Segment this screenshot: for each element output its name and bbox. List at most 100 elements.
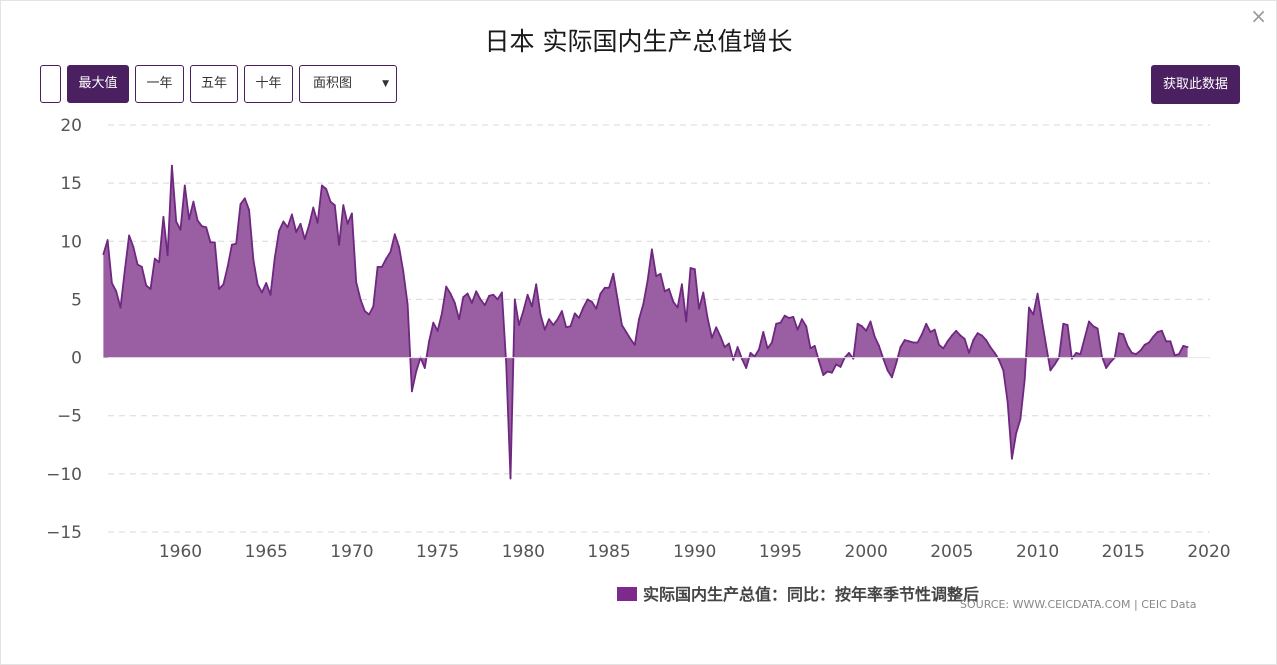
range-button-blank[interactable] (40, 65, 61, 103)
y-tick-label: 5 (71, 290, 82, 310)
series-line-segment (170, 164, 178, 223)
series-line-segment (1169, 340, 1176, 357)
series-line-segment (616, 298, 623, 326)
series-line-segment (179, 184, 186, 231)
x-tick-label: 1965 (245, 542, 288, 562)
series-line-segment (1122, 333, 1129, 347)
series-line-segment (951, 329, 958, 337)
series-line-segment (681, 283, 688, 323)
series-line-segment (111, 282, 118, 293)
series-line-segment (706, 317, 713, 339)
series-line-segment (222, 265, 229, 286)
series-line-segment (741, 357, 748, 369)
series-line-segment (711, 326, 718, 339)
y-axis-ticks: 20 15 10 5 0 −5 −10 −15 (46, 116, 82, 543)
x-tick-label: 1990 (673, 542, 716, 562)
series-line-segment (243, 197, 251, 211)
series-line-segment (106, 239, 113, 285)
series-line-segment (166, 164, 173, 257)
series-line-segment (548, 318, 555, 326)
series-area (103, 165, 1188, 479)
series-line-segment (162, 215, 169, 257)
series-line-segment (685, 267, 692, 323)
series-line-segment (513, 298, 520, 326)
series-line-segment (646, 248, 653, 282)
series-line-segment (792, 315, 799, 331)
series-line-segment (372, 265, 379, 308)
range-button-1y[interactable]: 一年 (135, 65, 184, 103)
series-line-segment (758, 331, 765, 351)
series-line-segment (410, 370, 418, 393)
series-line-segment (158, 215, 165, 264)
series-line-segment (479, 298, 486, 307)
series-line-segment (505, 362, 512, 480)
series-line-segment (398, 246, 405, 273)
series-line-segment (406, 303, 413, 393)
legend-label: 实际国内生产总值：同比：按年率季节性调整后 (643, 585, 980, 604)
series-line-segment (299, 222, 306, 240)
chart-type-select[interactable]: 面积图 ▼ (299, 65, 397, 103)
series-line-segment (1023, 306, 1030, 381)
x-tick-label: 2005 (930, 542, 973, 562)
series-line-segment (132, 246, 139, 266)
series-line-segment (805, 325, 812, 350)
series-line-segment (470, 290, 478, 304)
series-line-segment (633, 318, 640, 346)
series-line-segment (286, 213, 293, 229)
series-line-segment (140, 265, 148, 287)
series-line-segment (771, 322, 778, 344)
series-line-segment (303, 224, 311, 240)
series-line-segment (1049, 363, 1056, 372)
series-line-segment (861, 325, 868, 332)
y-tick-label: 20 (60, 116, 82, 136)
series-line-segment (736, 346, 743, 360)
legend[interactable]: 实际国内生产总值：同比：按年率季节性调整后 (617, 581, 979, 605)
fetch-data-button[interactable]: 获取此数据 (1151, 65, 1240, 104)
series-line-segment (325, 188, 332, 203)
series-line-segment (380, 257, 388, 268)
series-line-segment (946, 334, 953, 343)
series-line-segment (235, 203, 242, 245)
series-line-segment (1045, 344, 1052, 372)
series-line-segment (128, 234, 135, 249)
range-button-max[interactable]: 最大值 (67, 65, 129, 103)
series-line-segment (599, 286, 606, 295)
y-tick-label: 10 (60, 232, 82, 252)
series-line-segment (989, 346, 996, 354)
series-line-segment (475, 290, 482, 301)
x-tick-label: 1960 (159, 542, 202, 562)
series-line-segment (578, 306, 585, 319)
series-line-segment (715, 326, 722, 338)
series-line-segment (642, 279, 649, 306)
series-line-segment (393, 233, 401, 249)
x-tick-label: 1995 (759, 542, 802, 562)
series-line-segment (779, 314, 786, 324)
series-line-segment (526, 293, 533, 308)
series-line-segment (102, 239, 109, 256)
series-line-segment (573, 312, 580, 319)
range-button-5y[interactable]: 五年 (190, 65, 238, 103)
series-line-segment (921, 322, 928, 336)
series-line-segment (873, 335, 880, 347)
series-line-segment (766, 341, 773, 350)
series-line-segment (1126, 344, 1133, 354)
series-line-segment (445, 285, 452, 295)
series-line-segment (342, 204, 349, 225)
series-line-segment (818, 360, 825, 376)
x-tick-label: 1980 (502, 542, 545, 562)
close-icon[interactable]: × (1250, 4, 1267, 28)
series-line-segment (119, 269, 126, 309)
series-line-segment (822, 370, 829, 376)
series-line-segment (552, 318, 559, 326)
series-line-segment (762, 331, 769, 350)
series-line-segment (698, 291, 705, 310)
series-line-segment (1113, 332, 1120, 359)
y-tick-label: 15 (60, 174, 82, 194)
series-line-segment (1178, 344, 1185, 356)
range-button-10y[interactable]: 十年 (244, 65, 293, 103)
series-line-segment (385, 250, 392, 260)
series-line-segment (608, 272, 615, 289)
series-line-segment (196, 219, 203, 228)
series-line-segment (668, 288, 675, 303)
series-line-segment (1032, 292, 1039, 316)
